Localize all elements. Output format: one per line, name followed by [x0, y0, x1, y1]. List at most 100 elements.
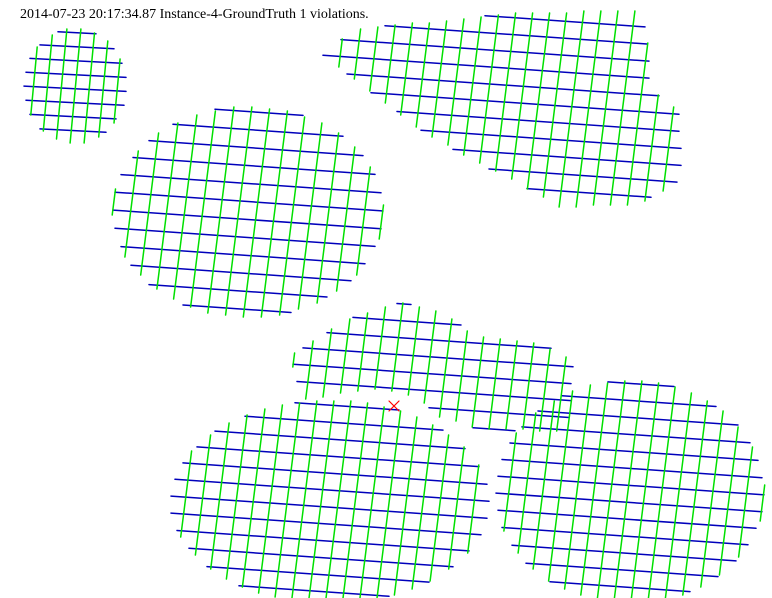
- column-line: [580, 382, 609, 596]
- column-line: [194, 434, 212, 556]
- column-line: [292, 352, 296, 368]
- column-line: [626, 42, 649, 206]
- row-line: [182, 462, 488, 485]
- column-line: [613, 380, 643, 598]
- column-line: [447, 446, 465, 570]
- column-line: [429, 434, 450, 582]
- row-line: [322, 54, 650, 79]
- column-line: [466, 464, 480, 554]
- column-line: [407, 306, 421, 396]
- row-line: [130, 264, 352, 282]
- column-line: [339, 318, 351, 394]
- column-line: [647, 386, 676, 598]
- column-line: [415, 22, 431, 128]
- column-line: [384, 24, 396, 104]
- violation-x-stroke: [388, 400, 400, 412]
- column-line: [260, 110, 289, 318]
- row-line: [238, 585, 390, 598]
- row-line: [352, 316, 462, 326]
- row-line: [196, 446, 480, 468]
- row-line: [25, 99, 125, 107]
- column-line: [411, 424, 434, 590]
- row-line: [452, 148, 682, 167]
- column-line: [257, 404, 284, 594]
- column-line: [209, 422, 230, 570]
- row-line: [148, 139, 364, 157]
- column-lines: [30, 10, 766, 598]
- row-line: [495, 492, 763, 513]
- row-line: [428, 406, 570, 419]
- column-line: [522, 342, 535, 430]
- column-line: [308, 400, 335, 598]
- column-line: [478, 14, 500, 164]
- column-line: [316, 132, 340, 304]
- row-line: [292, 363, 572, 385]
- column-line: [438, 318, 453, 418]
- column-line: [532, 400, 556, 570]
- column-line: [503, 432, 518, 532]
- row-line: [302, 347, 574, 368]
- column-line: [97, 40, 109, 138]
- column-line: [431, 20, 448, 138]
- row-line: [176, 529, 470, 552]
- row-line: [384, 24, 648, 45]
- column-line: [113, 58, 121, 124]
- column-line: [737, 446, 754, 558]
- column-line: [682, 400, 709, 596]
- row-line: [172, 123, 344, 137]
- row-line: [396, 110, 680, 132]
- row-line: [296, 380, 572, 402]
- column-line: [542, 12, 568, 198]
- column-line: [325, 400, 352, 598]
- row-line: [526, 187, 652, 199]
- column-line: [391, 302, 404, 392]
- row-line: [39, 44, 115, 50]
- column-line: [447, 18, 465, 146]
- column-line: [374, 306, 387, 390]
- column-line: [207, 106, 235, 314]
- row-line: [182, 304, 292, 314]
- column-line: [455, 330, 469, 422]
- column-line: [538, 348, 551, 432]
- column-line: [488, 338, 502, 430]
- column-line: [718, 426, 739, 576]
- row-line: [214, 430, 466, 450]
- column-line: [342, 402, 369, 598]
- column-line: [494, 12, 517, 172]
- column-line: [297, 122, 323, 310]
- row-line: [501, 458, 763, 479]
- column-line: [124, 150, 140, 258]
- row-line: [120, 173, 382, 194]
- column-line: [274, 402, 301, 598]
- column-line: [139, 132, 160, 276]
- page-title: 2014-07-23 20:17:34.87 Instance-4-Ground…: [20, 7, 369, 22]
- row-line: [114, 191, 384, 212]
- row-line: [497, 509, 757, 530]
- column-line: [241, 408, 266, 588]
- column-line: [517, 412, 537, 554]
- column-line: [662, 106, 675, 192]
- column-line: [30, 46, 38, 116]
- column-line: [189, 110, 217, 308]
- column-line: [630, 382, 660, 598]
- column-line: [462, 16, 482, 156]
- column-line: [644, 94, 660, 202]
- column-line: [555, 356, 567, 432]
- column-line: [759, 484, 766, 522]
- column-line: [547, 390, 574, 582]
- column-line: [376, 410, 402, 598]
- column-line: [357, 312, 369, 392]
- column-line: [700, 410, 724, 588]
- x-cross-icon: [388, 400, 400, 412]
- row-line: [396, 302, 412, 306]
- row-line: [488, 168, 678, 183]
- row-lines: [23, 14, 765, 598]
- column-line: [596, 380, 626, 598]
- column-line: [278, 116, 306, 316]
- row-line: [346, 73, 660, 97]
- column-line: [156, 122, 179, 290]
- column-line: [242, 108, 271, 318]
- row-line: [497, 475, 765, 496]
- row-line: [57, 31, 97, 35]
- row-line: [112, 209, 382, 230]
